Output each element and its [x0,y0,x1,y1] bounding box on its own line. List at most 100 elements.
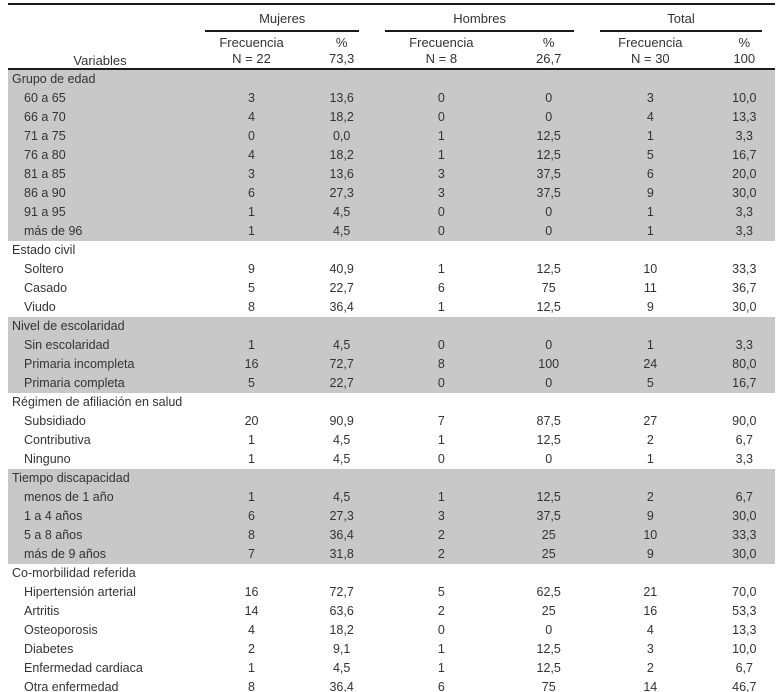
data-row: Soltero 9 40,9 1 12,5 10 33,3 [8,260,775,279]
value-cell: 12,5 [536,148,561,162]
table-header: Variables Mujeres Hombres Total Frecuenc… [8,4,775,69]
value-cell: 0 [437,205,445,219]
value-cell: 10 [643,262,658,276]
row-label: Viudo [24,300,56,314]
value-cell: 30,0 [732,547,757,561]
value-cell: 11 [643,281,657,295]
value-cell: 3 [646,91,654,105]
row-label: Primaria incompleta [24,357,135,371]
data-row: 66 a 70 4 18,2 0 0 4 13,3 [8,108,775,127]
value-cell: 25 [541,528,556,542]
value-cell: 72,7 [329,585,354,599]
value-cell: 18,2 [329,110,354,124]
value-cell: 3 [437,509,445,523]
row-label: 71 a 75 [24,129,66,143]
value-cell: 6 [646,167,654,181]
table-body: Grupo de edad 60 a 65 3 13,6 0 0 3 10,0 66 a 70 4… [8,69,775,692]
value-cell: 0 [545,224,553,238]
value-cell: 33,3 [732,262,757,276]
value-cell: 6 [437,281,445,295]
value-cell: 4,5 [332,452,351,466]
value-cell: 21 [643,585,658,599]
value-cell: 9 [646,186,654,200]
value-cell: 3 [437,186,445,200]
value-cell: 0 [437,338,445,352]
value-cell: 0 [545,91,553,105]
data-row: 5 a 8 años 8 36,4 2 25 10 33,3 [8,526,775,545]
value-cell: 16 [244,357,259,371]
value-cell: 2 [646,490,654,504]
value-cell: 14 [643,680,658,692]
data-row: 71 a 75 0 0,0 1 12,5 1 3,3 [8,127,775,146]
row-label: 1 a 4 años [24,509,83,523]
group-header-mujeres: Mujeres [205,11,360,32]
value-cell: 1 [248,433,255,447]
value-cell: 5 [437,585,445,599]
value-cell: 6 [248,509,255,523]
value-cell: 100 [538,357,560,371]
subheader-pct-total: % [738,35,751,50]
value-cell: 90,0 [732,414,757,428]
value-cell: 7 [248,547,255,561]
value-cell: 1 [437,490,445,504]
value-cell: 12,5 [536,642,561,656]
value-cell: 1 [646,129,654,143]
value-cell: 9 [646,547,654,561]
value-cell: 0 [437,623,445,637]
value-cell: 62,5 [536,585,561,599]
value-cell: 4 [248,110,255,124]
value-cell: 6,7 [735,433,753,447]
row-label: Subsidiado [24,414,86,428]
value-cell: 13,3 [732,623,757,637]
data-row: 76 a 80 4 18,2 1 12,5 5 16,7 [8,146,775,165]
data-row: 91 a 95 1 4,5 0 0 1 3,3 [8,203,775,222]
value-cell: 1 [437,661,445,675]
value-cell: 6 [248,186,255,200]
value-cell: 1 [646,224,654,238]
value-cell: 27 [643,414,658,428]
value-cell: 20 [244,414,259,428]
section-header-row: Grupo de edad [8,69,775,89]
value-cell: 36,4 [329,528,354,542]
value-cell: 2 [437,547,445,561]
value-cell: 12,5 [536,129,561,143]
value-cell: 9 [646,300,654,314]
value-cell: 0 [545,376,553,390]
group-header-total: Total [600,11,762,32]
value-cell: 0 [545,205,553,219]
subheader-label-row: Frecuencia % Frecuencia % Frecuencia % [8,32,775,51]
row-label: más de 9 años [24,547,106,561]
value-cell: 10,0 [732,91,757,105]
value-cell: 80,0 [732,357,757,371]
group-header-mujeres-cell: Mujeres [192,4,372,32]
value-cell: 5 [646,376,654,390]
value-cell: 1 [248,490,255,504]
value-cell: 1 [437,642,445,656]
section-header-row: Co-morbilidad referida [8,564,775,583]
value-cell: 4,5 [332,433,351,447]
value-cell: 1 [248,205,255,219]
value-cell: 0 [545,623,553,637]
value-cell: 9 [248,262,255,276]
value-cell: 16 [643,604,658,618]
section-label: Estado civil [12,243,76,257]
value-cell: 0 [545,452,553,466]
value-cell: 25 [541,547,556,561]
section-label: Co-morbilidad referida [12,566,136,580]
variables-column-header: Variables [73,53,127,68]
row-label: Osteoporosis [24,623,98,637]
value-cell: 5 [248,281,255,295]
section-header-row: Nivel de escolaridad [8,317,775,336]
data-row: más de 96 1 4,5 0 0 1 3,3 [8,222,775,241]
value-cell: 1 [646,452,654,466]
value-cell: 87,5 [536,414,561,428]
value-cell: 16,7 [732,376,757,390]
value-cell: 6,7 [735,661,753,675]
value-cell: 4,5 [332,661,351,675]
value-cell: 7 [437,414,445,428]
value-cell: 8 [248,300,255,314]
data-row: Sin escolaridad 1 4,5 0 0 1 3,3 [8,336,775,355]
section-label: Régimen de afiliación en salud [12,395,183,409]
value-cell: 0 [437,452,445,466]
value-cell: 3,3 [735,129,753,143]
